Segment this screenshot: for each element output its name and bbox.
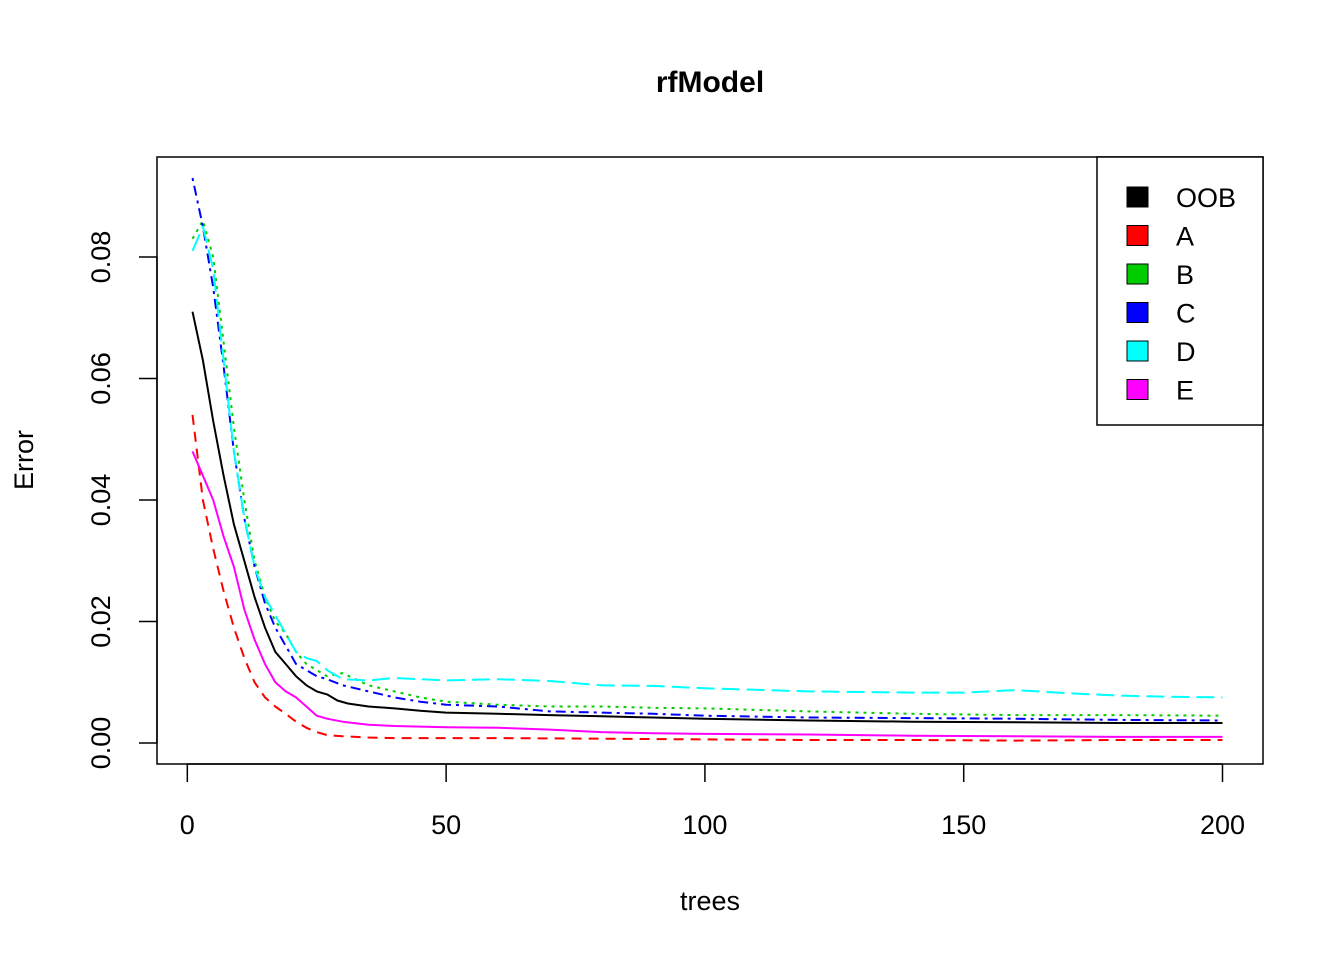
x-tick-label: 200 <box>1200 810 1245 840</box>
legend-swatch-e <box>1126 379 1149 400</box>
series-line-e <box>191 451 1223 738</box>
y-tick-label: 0.02 <box>86 595 116 648</box>
legend-label-e: E <box>1176 376 1194 406</box>
series-line-d <box>191 225 1223 699</box>
chart-title: rfModel <box>656 66 764 99</box>
legend-label-d: D <box>1176 337 1196 367</box>
legend-swatch-b <box>1126 263 1149 285</box>
legend-frame <box>1096 156 1264 426</box>
legend-label-b: B <box>1176 260 1194 290</box>
y-axis-label: Error <box>9 430 39 490</box>
legend-label-c: C <box>1176 299 1196 329</box>
x-axis: 0 50 100 150 200 <box>180 763 1245 840</box>
y-tick-label: 0.04 <box>86 474 116 527</box>
series-line-a <box>191 414 1223 742</box>
y-axis: 0.00 0.02 0.04 0.06 0.08 <box>86 231 158 770</box>
series-line-oob <box>191 311 1223 724</box>
y-tick-label: 0.08 <box>86 231 116 284</box>
legend-swatch-c <box>1126 302 1149 323</box>
y-tick-label: 0.00 <box>86 717 116 770</box>
x-axis-label: trees <box>680 886 740 916</box>
legend-label-a: A <box>1176 222 1194 252</box>
legend-label-oob: OOB <box>1176 183 1236 213</box>
x-tick-label: 150 <box>941 810 986 840</box>
series-line-b <box>191 219 1223 717</box>
x-tick-label: 50 <box>431 810 461 840</box>
plot-area <box>191 177 1223 742</box>
y-tick-label: 0.06 <box>86 352 116 405</box>
legend-swatch-d <box>1126 340 1149 362</box>
x-tick-label: 0 <box>180 810 195 840</box>
legend-swatch-oob <box>1126 186 1149 208</box>
legend-swatch-a <box>1126 225 1149 246</box>
x-tick-label: 100 <box>682 810 727 840</box>
